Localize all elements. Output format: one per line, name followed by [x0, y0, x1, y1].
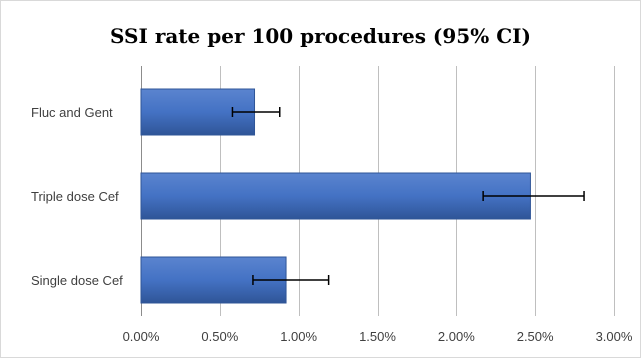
x-tick-label: 2.50%: [517, 329, 554, 344]
error-bars: [231, 107, 585, 285]
category-label: Fluc and Gent: [31, 105, 113, 120]
category-label: Triple dose Cef: [31, 189, 119, 204]
bar: [140, 172, 531, 220]
bars: [140, 88, 531, 304]
x-tick-label: 3.00%: [596, 329, 633, 344]
chart-title: SSI rate per 100 procedures (95% CI): [110, 24, 531, 48]
x-tick-label: 0.50%: [201, 329, 238, 344]
x-tick-label: 1.00%: [280, 329, 317, 344]
category-label: Single dose Cef: [31, 273, 123, 288]
x-tick-label: 0.00%: [123, 329, 160, 344]
x-tick-label: 1.50%: [359, 329, 396, 344]
x-tick-label: 2.00%: [438, 329, 475, 344]
category-labels: Fluc and Gent Triple dose Cef Single dose …: [31, 105, 123, 288]
x-axis-ticks: 0.00% 0.50% 1.00% 1.50% 2.00% 2.50% 3.00%: [123, 329, 633, 344]
